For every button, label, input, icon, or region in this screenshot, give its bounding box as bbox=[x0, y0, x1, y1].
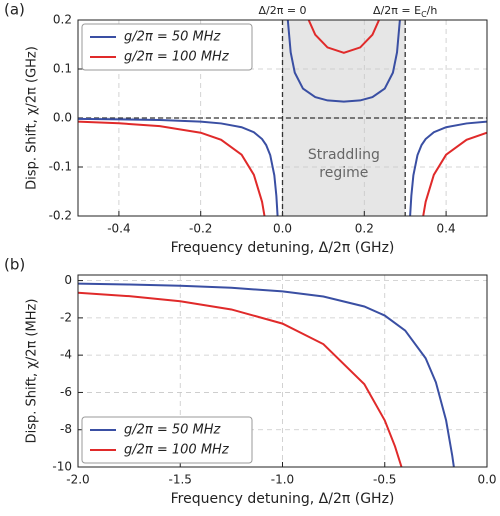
y-tick-label: -4 bbox=[60, 348, 72, 362]
y-tick-label: -0.2 bbox=[49, 209, 72, 223]
panel-label: (a) bbox=[4, 1, 25, 19]
y-tick-label: 0.0 bbox=[53, 111, 72, 125]
panel-label: (b) bbox=[4, 256, 25, 274]
annotation: Δ/2π = 0 bbox=[258, 4, 306, 17]
y-axis-label: Disp. Shift, χ/2π (GHz) bbox=[25, 46, 40, 190]
x-tick-label: -1.5 bbox=[169, 473, 192, 487]
annotation-text: Δ/2π = E bbox=[373, 4, 421, 17]
region-label: regime bbox=[319, 165, 368, 181]
series-line bbox=[78, 20, 487, 216]
annotation-sub: C bbox=[421, 10, 427, 19]
plot-lines bbox=[78, 20, 487, 216]
y-tick-label: 0 bbox=[64, 273, 72, 287]
y-tick-label: -10 bbox=[52, 460, 72, 474]
x-tick-label: -1.0 bbox=[271, 473, 294, 487]
series-line bbox=[78, 20, 487, 216]
annotation-tail: /h bbox=[427, 4, 438, 17]
y-tick-label: -8 bbox=[60, 422, 72, 436]
x-tick-label: -0.4 bbox=[107, 222, 130, 236]
x-axis-label: Frequency detuning, Δ/2π (GHz) bbox=[171, 240, 395, 256]
y-tick-label: -6 bbox=[60, 385, 72, 399]
plot-frame bbox=[77, 19, 488, 217]
legend-box bbox=[81, 416, 253, 464]
annotation: Δ/2π = EC/h bbox=[373, 4, 437, 19]
x-tick-label: 0.0 bbox=[477, 473, 496, 487]
series-line bbox=[78, 282, 455, 467]
legend-label: g/2π = 100 MHz bbox=[124, 443, 230, 458]
annotation-text: Δ/2π = 0 bbox=[258, 4, 306, 17]
y-tick-label: 0.2 bbox=[53, 13, 72, 27]
legend-label: g/2π = 50 MHz bbox=[124, 30, 222, 45]
x-axis-label: Frequency detuning, Δ/2π (GHz) bbox=[171, 491, 395, 507]
x-tick-label: -0.5 bbox=[373, 473, 396, 487]
legend-box bbox=[81, 23, 253, 71]
y-tick-label: 0.1 bbox=[53, 62, 72, 76]
x-tick-label: -2.0 bbox=[66, 473, 89, 487]
plot-frame bbox=[77, 274, 488, 468]
y-axis-label: Disp. Shift, χ/2π (MHz) bbox=[25, 299, 40, 444]
x-tick-label: 0.0 bbox=[273, 222, 292, 236]
legend-label: g/2π = 100 MHz bbox=[124, 50, 230, 65]
plot-lines bbox=[78, 282, 455, 467]
x-tick-label: 0.4 bbox=[437, 222, 456, 236]
x-tick-label: -0.2 bbox=[189, 222, 212, 236]
legend-label: g/2π = 50 MHz bbox=[124, 423, 222, 438]
x-tick-label: 0.2 bbox=[355, 222, 374, 236]
y-tick-label: -2 bbox=[60, 310, 72, 324]
series-line bbox=[78, 291, 403, 467]
y-tick-label: -0.1 bbox=[49, 160, 72, 174]
region-label: Straddling bbox=[308, 147, 380, 163]
